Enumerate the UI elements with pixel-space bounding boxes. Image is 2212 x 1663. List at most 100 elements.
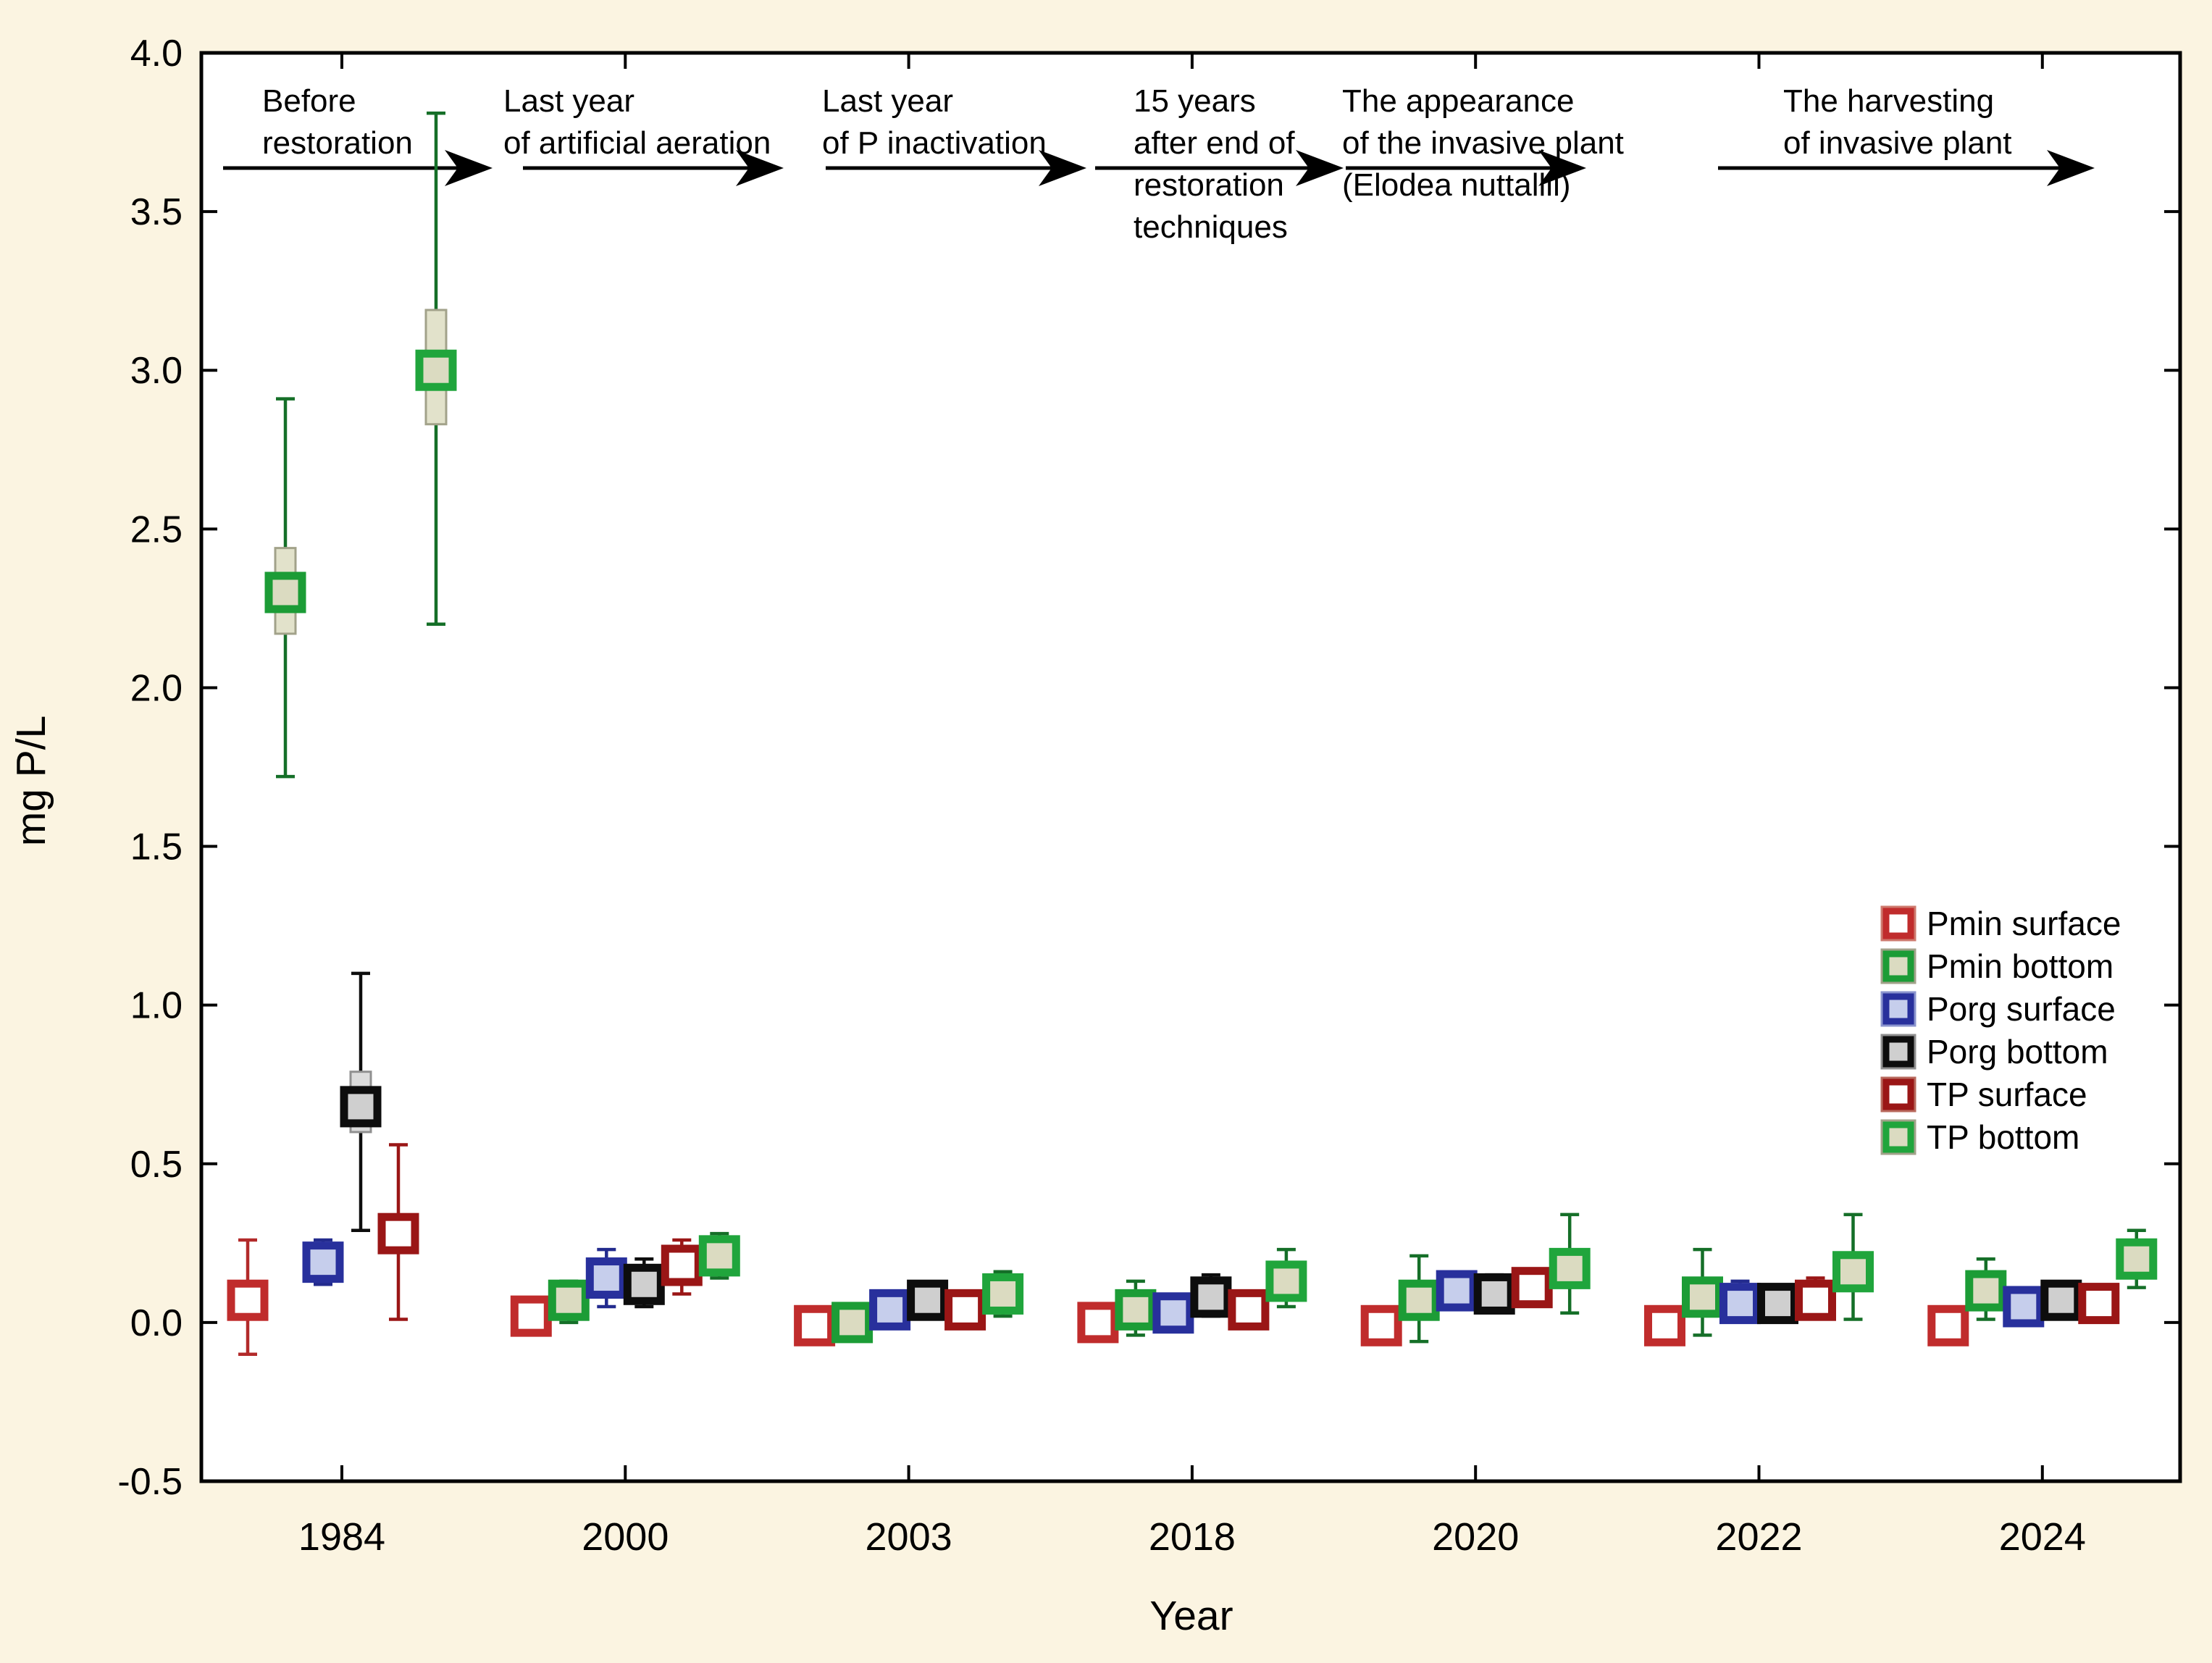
period-arrow-head — [736, 150, 784, 186]
box-whisker-pmin-surface-2000 — [510, 1295, 552, 1337]
legend-item-pmin-surface: Pmin surface — [1880, 905, 2121, 942]
mean-marker — [1832, 1251, 1874, 1293]
mean-marker — [1152, 1292, 1194, 1334]
box-whisker-porg-bottom-2024 — [2040, 1279, 2082, 1321]
period-annotation-text: Last year of artificial aeration — [503, 83, 771, 161]
legend-item-pmin-bottom: Pmin bottom — [1880, 947, 2113, 985]
box-whisker-porg-bottom-2018 — [1190, 1273, 1232, 1318]
annotation-line: Last year — [503, 83, 634, 119]
y-tick-label: 4.0 — [130, 33, 183, 75]
box-whisker-pmin-bottom-1984 — [264, 397, 306, 779]
mean-marker — [661, 1244, 703, 1286]
mean-marker — [831, 1302, 874, 1344]
mean-marker — [1077, 1302, 1119, 1344]
legend-marker-swatch — [1882, 993, 1914, 1025]
box-whisker-tp-bottom-2024 — [2116, 1228, 2158, 1289]
box-whisker-pmin-surface-2022 — [1644, 1304, 1685, 1346]
box-whisker-tp-surface-2018 — [1228, 1289, 1270, 1331]
data-series — [227, 112, 2158, 1356]
mean-marker — [1360, 1304, 1402, 1346]
box-whisker-tp-surface-2024 — [2078, 1283, 2120, 1325]
x-tick-label: 2024 — [1999, 1515, 2086, 1559]
mean-marker — [1398, 1279, 1440, 1321]
y-tick-label: 2.0 — [130, 667, 183, 709]
box-whisker-tp-bottom-1984 — [415, 112, 457, 627]
mean-marker — [1228, 1289, 1270, 1331]
legend-label: Porg bottom — [1927, 1033, 2108, 1071]
annotation-line: 15 years — [1134, 83, 1256, 119]
box-whisker-porg-surface-2020 — [1436, 1270, 1478, 1312]
mean-marker — [698, 1235, 740, 1277]
annotation-line: restoration — [262, 125, 413, 161]
mean-marker — [982, 1273, 1024, 1315]
box-whisker-porg-bottom-2022 — [1757, 1283, 1798, 1325]
legend-marker-swatch — [1882, 1121, 1914, 1153]
mean-marker — [623, 1263, 665, 1305]
mean-marker — [340, 1086, 382, 1128]
legend-marker-swatch — [1882, 908, 1914, 939]
legend-label: TP bottom — [1927, 1118, 2079, 1156]
box-whisker-pmin-surface-2020 — [1360, 1304, 1402, 1346]
mean-marker — [1115, 1289, 1157, 1331]
mean-marker — [2116, 1238, 2158, 1280]
annotation-line: Before — [262, 83, 356, 119]
mean-marker — [1190, 1276, 1232, 1318]
annotation-line: techniques — [1134, 209, 1288, 245]
period-annotations: Before restoration Last year of artificial … — [262, 83, 2012, 245]
box-whisker-porg-surface-2000 — [585, 1247, 627, 1309]
x-tick-label: 1984 — [298, 1515, 385, 1559]
mean-marker — [1511, 1267, 1553, 1309]
mean-marker — [1473, 1273, 1515, 1315]
legend-marker-swatch — [1882, 950, 1914, 982]
mean-marker — [869, 1289, 911, 1331]
period-arrow-head — [445, 150, 493, 186]
box-whisker-porg-bottom-2003 — [907, 1279, 949, 1321]
mean-marker — [585, 1257, 627, 1299]
mean-marker — [548, 1279, 590, 1321]
x-axis-title: Year — [1149, 1593, 1233, 1639]
annotation-line: of artificial aeration — [503, 125, 771, 161]
box-whisker-tp-bottom-2020 — [1549, 1212, 1591, 1315]
mean-marker — [1927, 1304, 1969, 1346]
period-annotation-text: The harvesting of invasive plant — [1783, 83, 2012, 161]
annotation-line: The harvesting — [1783, 83, 1994, 119]
legend-item-porg-bottom: Porg bottom — [1880, 1033, 2108, 1071]
x-tick-label: 2003 — [866, 1515, 952, 1559]
box-whisker-tp-surface-2003 — [944, 1289, 986, 1331]
y-tick-label: 1.0 — [130, 985, 183, 1027]
period-arrow-head — [1039, 150, 1086, 186]
box-whisker-pmin-bottom-2020 — [1398, 1254, 1440, 1344]
legend-item-porg-surface: Porg surface — [1880, 990, 2116, 1028]
y-tick-label: 3.5 — [130, 191, 183, 233]
box-whisker-porg-surface-2003 — [869, 1289, 911, 1331]
box-whisker-pmin-bottom-2000 — [548, 1279, 590, 1325]
annotation-line: of the invasive plant — [1342, 125, 1624, 161]
period-arrow-head — [2047, 150, 2095, 186]
mean-marker — [2078, 1283, 2120, 1325]
y-tick-label: -0.5 — [117, 1461, 183, 1503]
legend-label: Pmin bottom — [1927, 947, 2113, 985]
box-whisker-porg-bottom-2020 — [1473, 1273, 1515, 1315]
y-axis-title: mg P/L — [8, 716, 54, 847]
box-whisker-pmin-bottom-2018 — [1115, 1279, 1157, 1337]
legend-label: Porg surface — [1927, 990, 2116, 1028]
legend: Pmin surface Pmin bottom Porg surface Porg … — [1880, 905, 2121, 1156]
box-whisker-tp-bottom-2003 — [982, 1270, 1024, 1318]
annotation-line: after end of — [1134, 125, 1295, 161]
mean-marker — [1757, 1283, 1798, 1325]
mean-marker — [2040, 1279, 2082, 1321]
period-arrow-head — [1538, 150, 1586, 186]
box-whisker-porg-bottom-1984 — [340, 971, 382, 1233]
box-whisker-pmin-bottom-2024 — [1965, 1257, 2007, 1321]
legend-label: Pmin surface — [1927, 905, 2121, 942]
mean-marker — [1719, 1283, 1761, 1325]
annotation-line: of P inactivation — [822, 125, 1047, 161]
y-tick-label: 2.5 — [130, 508, 183, 550]
y-tick-label: 0.0 — [130, 1302, 183, 1344]
mean-marker — [510, 1295, 552, 1337]
box-whisker-tp-surface-2000 — [661, 1238, 703, 1296]
legend-label: TP surface — [1927, 1076, 2087, 1113]
box-whisker-porg-surface-2022 — [1719, 1279, 1761, 1325]
mean-marker — [1549, 1247, 1591, 1289]
